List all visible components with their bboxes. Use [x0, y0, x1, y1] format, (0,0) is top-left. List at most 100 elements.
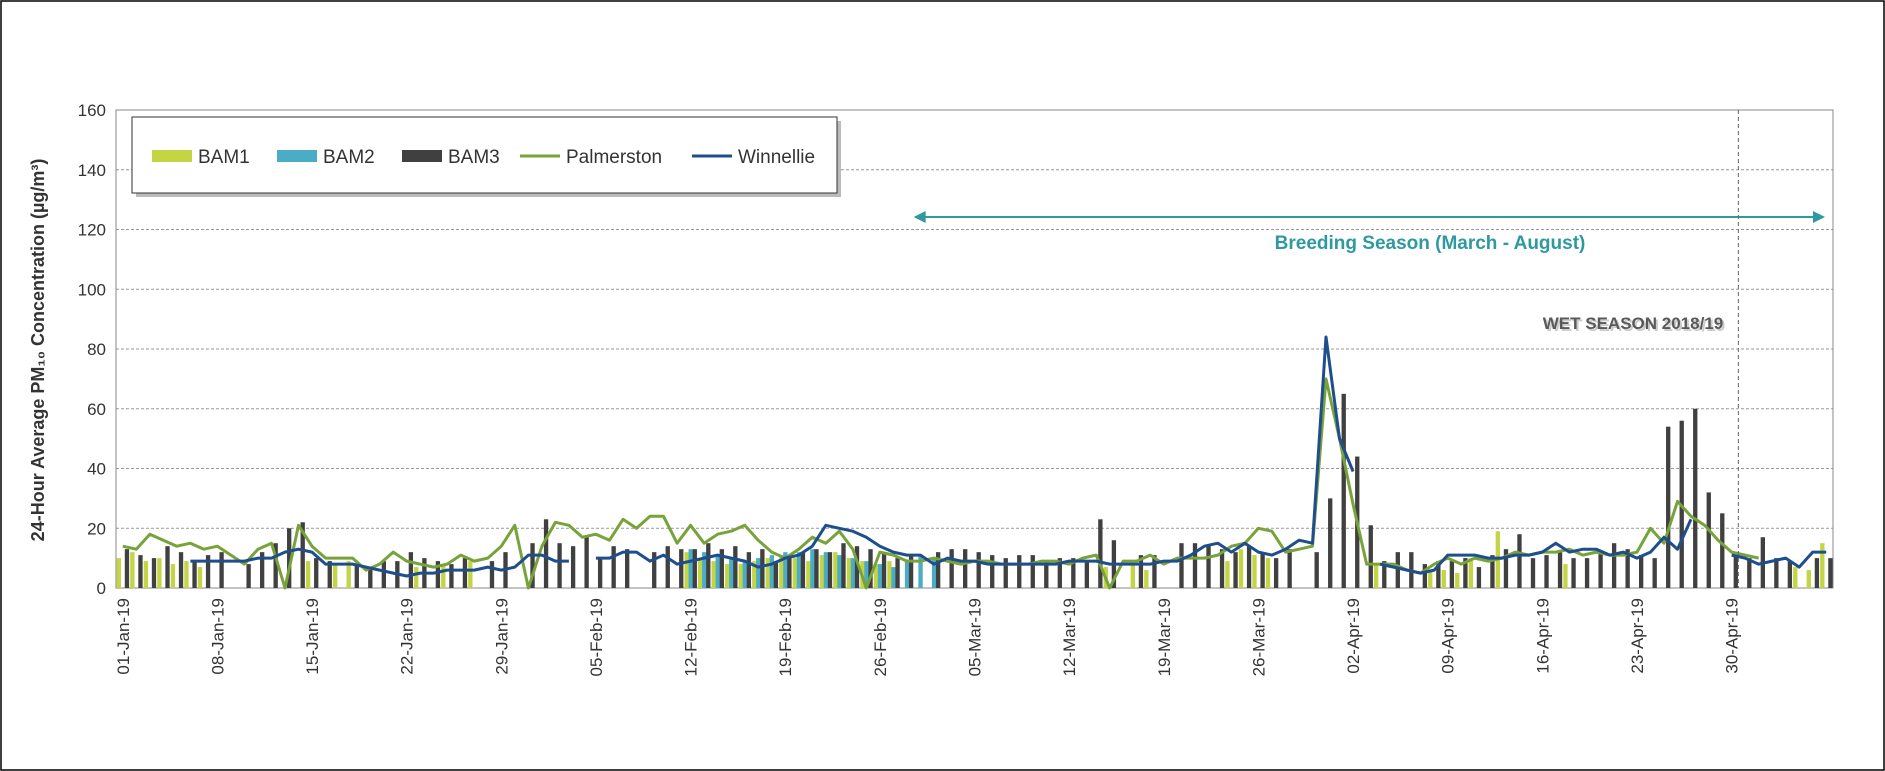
legend-swatch [402, 150, 442, 162]
bar [846, 558, 852, 588]
bar [408, 552, 414, 588]
x-tick-label: 05-Feb-19 [587, 598, 606, 676]
bar [1652, 558, 1657, 588]
bar [702, 552, 707, 588]
bar [246, 564, 251, 588]
bar [1428, 570, 1433, 588]
bar [684, 552, 689, 588]
bar [1144, 570, 1149, 588]
bar [1787, 561, 1793, 588]
bar [192, 561, 197, 588]
bar [354, 564, 359, 588]
bar [1449, 561, 1455, 588]
bar [854, 546, 860, 588]
bar [1233, 552, 1238, 588]
bar [1584, 558, 1590, 588]
bar [1382, 561, 1387, 588]
bar [864, 561, 869, 588]
bar [868, 549, 873, 588]
y-tick-label: 0 [97, 579, 106, 598]
bar [800, 552, 806, 588]
bar [1219, 549, 1225, 588]
bar [219, 552, 224, 588]
y-tick-label: 80 [87, 340, 106, 359]
bar [742, 561, 747, 588]
bar [787, 555, 792, 588]
bar [1030, 555, 1035, 588]
bar [1341, 393, 1346, 588]
x-tick-label: 26-Feb-19 [871, 598, 890, 676]
bar [850, 558, 856, 588]
y-tick-label: 40 [87, 460, 106, 479]
y-tick-label: 140 [78, 161, 106, 180]
bar [783, 552, 788, 588]
bar [1287, 549, 1292, 588]
bar [679, 549, 684, 588]
bar [1084, 561, 1090, 588]
bar [688, 549, 693, 588]
bar [725, 564, 730, 588]
bar [918, 555, 923, 588]
x-tick-label: 12-Feb-19 [682, 598, 701, 676]
line-series [190, 335, 1827, 578]
bar [1571, 558, 1576, 588]
bar [1206, 546, 1211, 588]
bar [116, 558, 122, 588]
bar [435, 561, 441, 588]
bar [1598, 552, 1603, 588]
bar [570, 546, 576, 588]
bar [1238, 549, 1244, 588]
bar [1436, 561, 1441, 588]
bar [184, 561, 189, 588]
bar [1793, 567, 1798, 588]
bar [1246, 546, 1252, 588]
bar [715, 555, 720, 588]
bar [756, 558, 761, 588]
bar [692, 549, 697, 588]
bar [792, 558, 797, 588]
bar [1003, 558, 1008, 588]
x-tick-label: 22-Jan-19 [398, 598, 417, 675]
bar [1806, 570, 1811, 588]
y-axis-label: 24-Hour Average PM₁₀ Concentration (µg/m… [28, 159, 48, 542]
bar [1828, 558, 1833, 588]
bar [462, 558, 468, 588]
annotation: Breeding Season (March - August) [1275, 233, 1586, 254]
bar [124, 549, 130, 588]
bar [1441, 570, 1446, 588]
bar [1476, 567, 1482, 588]
bar [1328, 498, 1333, 588]
bar [441, 564, 446, 588]
bar [611, 546, 616, 588]
arrow-head [1813, 211, 1825, 223]
bar [1638, 555, 1644, 588]
legend-label: Palmerston [566, 147, 662, 168]
bar [823, 552, 829, 588]
bar [873, 564, 879, 588]
legend-label: BAM2 [323, 147, 375, 168]
bar [557, 543, 562, 588]
bar [733, 546, 738, 588]
bar [935, 552, 941, 588]
bar [949, 549, 954, 588]
bar [178, 552, 184, 588]
bar [765, 558, 770, 588]
bar [814, 549, 819, 588]
bar [143, 561, 149, 588]
plot-border [115, 109, 1834, 589]
y-tick-label: 100 [78, 280, 106, 299]
annotation-shadow: WET SEASON 2018/19 [1545, 316, 1725, 335]
bar [665, 546, 670, 588]
bar [746, 552, 752, 588]
bar [1733, 552, 1738, 588]
x-tick-label: 16-Apr-19 [1533, 598, 1552, 674]
bar [1666, 426, 1671, 588]
bar [908, 555, 914, 588]
bar [1152, 555, 1157, 588]
bar [1611, 543, 1617, 588]
bar [810, 549, 815, 588]
bar [287, 528, 292, 588]
bar [1138, 555, 1144, 588]
bar [1273, 558, 1279, 588]
bar [833, 552, 838, 588]
